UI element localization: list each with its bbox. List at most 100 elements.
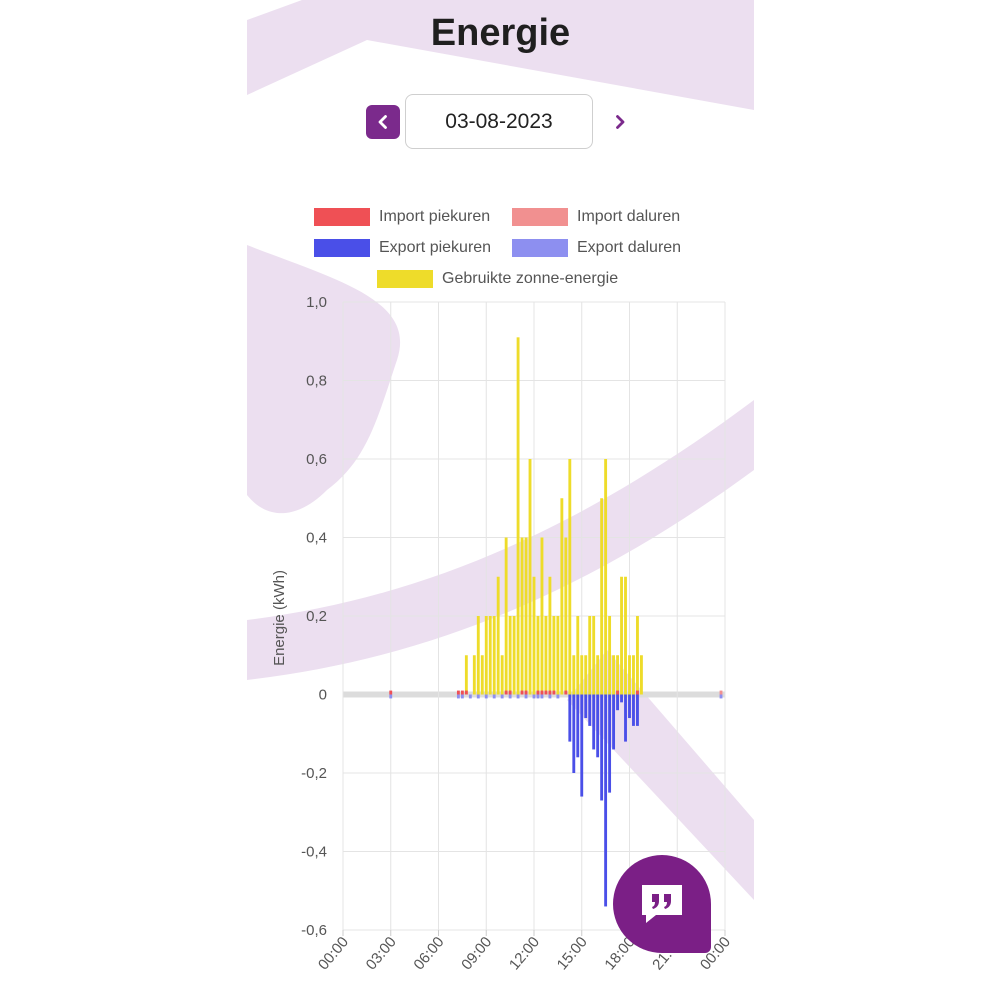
bar-gebruikte-zonne-energie[interactable] (584, 655, 588, 695)
bar-gebruikte-zonne-energie[interactable] (472, 655, 476, 695)
previous-date-button[interactable] (366, 105, 400, 139)
bar-export-daluren[interactable] (492, 694, 496, 699)
bar-gebruikte-zonne-energie[interactable] (488, 616, 492, 695)
bar-gebruikte-zonne-energie[interactable] (516, 337, 520, 695)
bar-export-piekuren[interactable] (580, 694, 584, 797)
bar-export-piekuren[interactable] (576, 694, 580, 758)
bar-export-piekuren[interactable] (604, 694, 608, 907)
bar-export-daluren[interactable] (516, 694, 520, 699)
bar-gebruikte-zonne-energie[interactable] (612, 655, 616, 695)
bar-export-piekuren[interactable] (572, 694, 576, 774)
bar-gebruikte-zonne-energie[interactable] (572, 655, 576, 695)
bar-gebruikte-zonne-energie[interactable] (600, 498, 604, 695)
bar-export-piekuren[interactable] (616, 694, 619, 711)
bar-export-daluren[interactable] (508, 694, 512, 699)
bar-export-daluren[interactable] (548, 694, 552, 699)
bar-gebruikte-zonne-energie[interactable] (532, 576, 536, 695)
bar-export-daluren[interactable] (468, 694, 472, 699)
bar-export-piekuren[interactable] (612, 694, 616, 750)
bar-export-daluren[interactable] (460, 694, 464, 699)
bar-export-daluren[interactable] (719, 694, 723, 699)
bar-export-piekuren[interactable] (628, 694, 631, 719)
bar-gebruikte-zonne-energie[interactable] (552, 616, 556, 695)
legend-solar[interactable]: Gebruikte zonne-energie (377, 270, 618, 288)
bar-export-piekuren[interactable] (588, 694, 592, 726)
legend-import-peak[interactable]: Import piekuren (314, 208, 490, 226)
bar-export-piekuren[interactable] (636, 694, 639, 726)
bar-gebruikte-zonne-energie[interactable] (556, 616, 560, 695)
bar-gebruikte-zonne-energie[interactable] (520, 537, 524, 695)
bar-export-daluren[interactable] (500, 694, 504, 699)
bar-import-piekuren[interactable] (456, 690, 460, 695)
legend-import-offpeak[interactable]: Import daluren (512, 208, 680, 226)
bar-import-piekuren[interactable] (504, 690, 508, 695)
bar-import-piekuren[interactable] (389, 690, 393, 695)
date-input[interactable] (406, 95, 592, 148)
bar-gebruikte-zonne-energie[interactable] (604, 459, 608, 695)
bar-gebruikte-zonne-energie[interactable] (576, 616, 580, 695)
bar-gebruikte-zonne-energie[interactable] (544, 616, 548, 695)
bar-export-piekuren[interactable] (620, 694, 623, 703)
bar-gebruikte-zonne-energie[interactable] (492, 616, 496, 695)
bar-gebruikte-zonne-energie[interactable] (548, 576, 552, 695)
bar-gebruikte-zonne-energie[interactable] (608, 616, 612, 695)
bar-gebruikte-zonne-energie[interactable] (596, 655, 600, 695)
bar-import-piekuren[interactable] (508, 690, 512, 695)
bar-gebruikte-zonne-energie[interactable] (620, 576, 623, 695)
bar-gebruikte-zonne-energie[interactable] (616, 655, 619, 695)
feedback-button[interactable] (613, 855, 711, 953)
bar-gebruikte-zonne-energie[interactable] (496, 576, 500, 695)
bar-import-piekuren[interactable] (536, 690, 540, 695)
bar-import-piekuren[interactable] (520, 690, 524, 695)
bar-gebruikte-zonne-energie[interactable] (464, 655, 468, 695)
bar-gebruikte-zonne-energie[interactable] (504, 537, 508, 695)
bar-gebruikte-zonne-energie[interactable] (624, 576, 627, 695)
bar-gebruikte-zonne-energie[interactable] (640, 655, 643, 695)
next-date-button[interactable] (603, 105, 637, 139)
bar-import-piekuren[interactable] (548, 690, 552, 695)
bar-import-piekuren[interactable] (616, 690, 619, 695)
bar-gebruikte-zonne-energie[interactable] (628, 655, 631, 695)
bar-export-piekuren[interactable] (632, 694, 635, 726)
bar-gebruikte-zonne-energie[interactable] (480, 655, 484, 695)
bar-export-daluren[interactable] (556, 694, 560, 699)
bar-gebruikte-zonne-energie[interactable] (508, 616, 512, 695)
bar-import-daluren[interactable] (719, 690, 723, 695)
bar-export-daluren[interactable] (476, 694, 480, 699)
bar-import-piekuren[interactable] (464, 690, 468, 695)
bar-export-daluren[interactable] (536, 694, 540, 699)
bar-import-piekuren[interactable] (552, 690, 556, 695)
bar-gebruikte-zonne-energie[interactable] (528, 459, 532, 695)
bar-import-piekuren[interactable] (524, 690, 528, 695)
bar-import-piekuren[interactable] (636, 690, 639, 695)
bar-export-piekuren[interactable] (584, 694, 588, 719)
bar-gebruikte-zonne-energie[interactable] (564, 537, 568, 695)
bar-export-piekuren[interactable] (596, 694, 600, 758)
bar-gebruikte-zonne-energie[interactable] (536, 616, 540, 695)
bar-export-daluren[interactable] (389, 694, 393, 699)
date-field-box[interactable] (405, 94, 593, 149)
bar-gebruikte-zonne-energie[interactable] (512, 616, 516, 695)
bar-export-daluren[interactable] (524, 694, 528, 699)
bar-export-daluren[interactable] (456, 694, 460, 699)
bar-import-piekuren[interactable] (540, 690, 544, 695)
bar-export-piekuren[interactable] (608, 694, 612, 793)
bar-gebruikte-zonne-energie[interactable] (476, 616, 480, 695)
bar-gebruikte-zonne-energie[interactable] (580, 655, 584, 695)
bar-gebruikte-zonne-energie[interactable] (524, 537, 528, 695)
bar-import-piekuren[interactable] (564, 690, 568, 695)
bar-gebruikte-zonne-energie[interactable] (540, 537, 544, 695)
bar-export-piekuren[interactable] (600, 694, 604, 801)
bar-gebruikte-zonne-energie[interactable] (500, 655, 504, 695)
bar-gebruikte-zonne-energie[interactable] (636, 616, 639, 695)
bar-import-piekuren[interactable] (460, 690, 464, 695)
bar-gebruikte-zonne-energie[interactable] (588, 616, 592, 695)
bar-gebruikte-zonne-energie[interactable] (568, 459, 572, 695)
legend-export-peak[interactable]: Export piekuren (314, 239, 491, 257)
bar-export-daluren[interactable] (532, 694, 536, 699)
bar-gebruikte-zonne-energie[interactable] (560, 498, 564, 695)
bar-export-piekuren[interactable] (592, 694, 596, 750)
bar-export-piekuren[interactable] (568, 694, 572, 742)
bar-export-daluren[interactable] (484, 694, 488, 699)
bar-gebruikte-zonne-energie[interactable] (484, 616, 488, 695)
